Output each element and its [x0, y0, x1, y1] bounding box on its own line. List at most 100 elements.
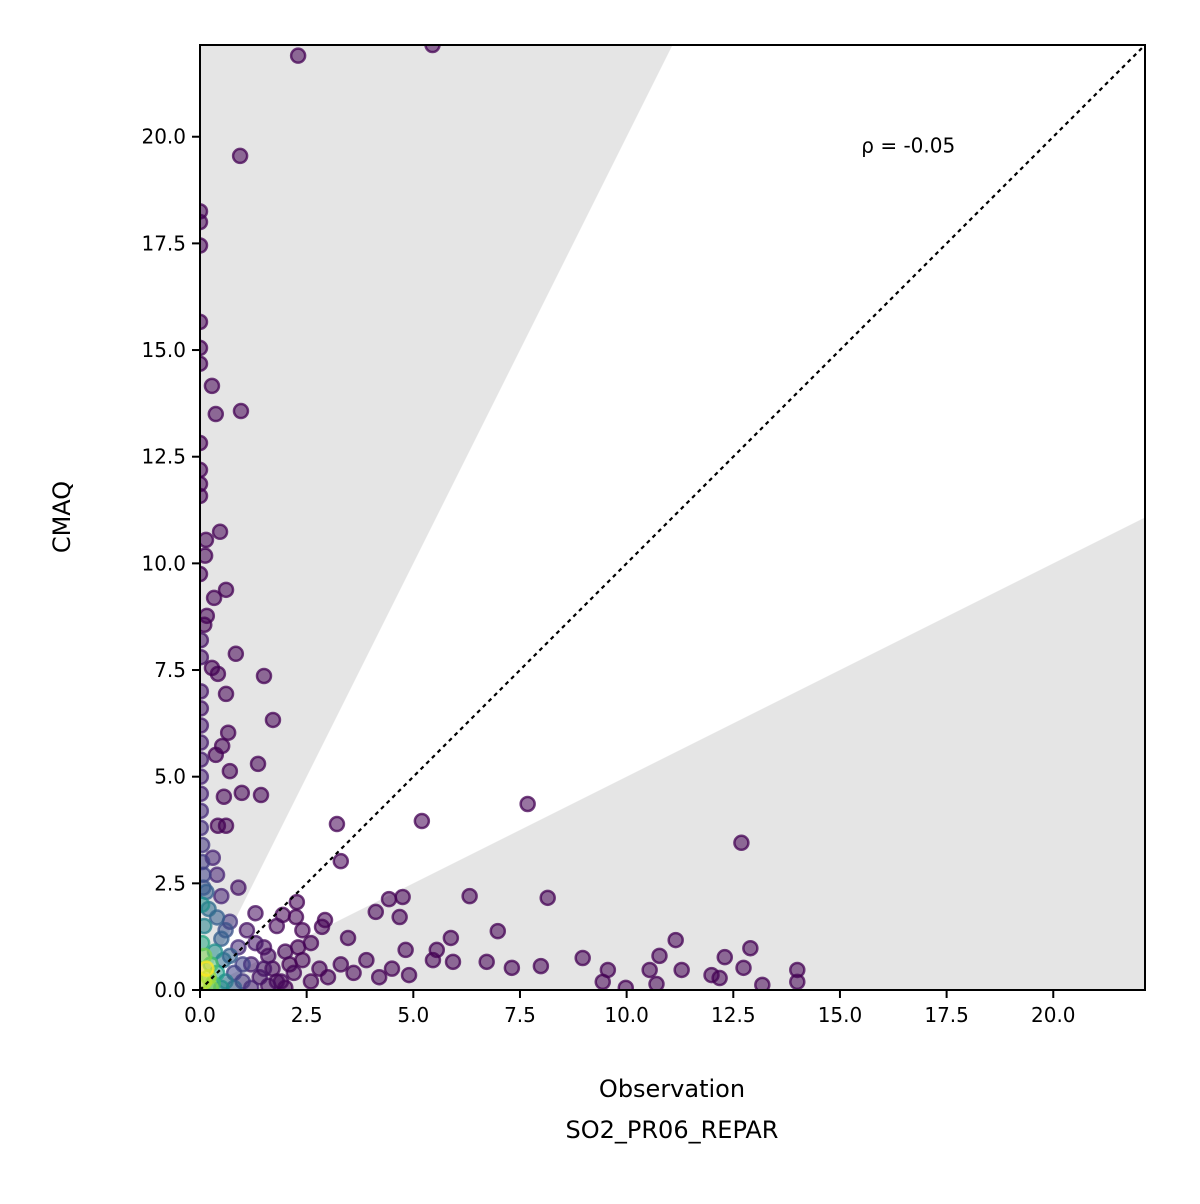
y-tick-label: 10.0	[141, 551, 186, 575]
shaded-bands	[200, 45, 1145, 990]
data-point	[208, 866, 226, 884]
data-point	[217, 685, 235, 703]
data-point	[221, 762, 239, 780]
x-axis-sublabel: SO2_PR06_REPAR	[566, 1116, 779, 1144]
data-point	[733, 834, 750, 852]
data-point	[200, 565, 209, 583]
data-point	[203, 377, 221, 395]
data-point	[594, 973, 611, 990]
data-point	[316, 911, 334, 929]
data-point	[232, 402, 250, 420]
data-point	[233, 784, 251, 802]
data-point	[227, 645, 245, 663]
data-point	[200, 917, 213, 935]
y-tick-label: 12.5	[141, 445, 186, 469]
data-point	[332, 852, 350, 870]
data-point	[200, 355, 209, 372]
x-tick-label: 0.0	[184, 1003, 216, 1027]
data-point	[367, 903, 385, 921]
data-point	[289, 47, 307, 64]
y-tick-label: 2.5	[154, 871, 186, 895]
plot-frame	[199, 44, 1146, 991]
data-point	[200, 461, 209, 479]
data-point	[200, 836, 211, 854]
y-axis: 0.0 2.5 5.0 7.5 10.0 12.5 15.0 17.5 20.0	[141, 125, 200, 1002]
data-point	[519, 795, 536, 813]
x-tick-label: 15.0	[818, 1003, 863, 1027]
data-point	[252, 786, 270, 804]
data-point	[255, 667, 273, 685]
data-point	[319, 968, 337, 986]
data-point	[230, 879, 247, 896]
data-point	[478, 953, 495, 971]
data-point	[648, 975, 665, 990]
data-point	[247, 904, 264, 922]
data-point	[200, 475, 209, 493]
data-point	[380, 890, 398, 908]
data-point	[503, 959, 521, 977]
data-point	[294, 922, 311, 939]
data-point	[217, 581, 235, 599]
x-tick-label: 12.5	[711, 1003, 756, 1027]
y-axis-label: CMAQ	[48, 481, 76, 553]
data-point	[400, 966, 418, 984]
data-point	[288, 893, 306, 911]
data-point	[207, 405, 225, 423]
y-tick-label: 17.5	[141, 231, 186, 255]
x-tick-label: 20.0	[1031, 1003, 1076, 1027]
x-tick-label: 5.0	[397, 1003, 429, 1027]
upper-shaded-band	[200, 45, 673, 990]
x-tick-label: 2.5	[291, 1003, 323, 1027]
data-point	[200, 531, 215, 549]
data-point	[200, 896, 211, 913]
data-point	[444, 953, 462, 971]
data-point	[200, 434, 209, 452]
data-point	[397, 941, 414, 959]
y-tick-label: 5.0	[154, 765, 186, 789]
data-point	[231, 147, 249, 165]
one-to-one-line	[200, 45, 1145, 990]
data-point	[641, 961, 658, 979]
data-point	[287, 908, 305, 926]
data-point	[673, 961, 690, 979]
data-point	[345, 964, 362, 982]
x-tick-label: 7.5	[504, 1003, 536, 1027]
data-point	[574, 949, 591, 967]
y-tick-label: 0.0	[154, 978, 186, 1002]
y-tick-label: 7.5	[154, 658, 186, 682]
data-point	[383, 960, 401, 977]
data-point	[207, 746, 225, 764]
lower-shaded-band	[200, 517, 1145, 990]
data-point	[789, 973, 806, 990]
data-point	[370, 968, 388, 986]
data-point	[215, 788, 233, 805]
y-tick-label: 20.0	[141, 125, 186, 149]
data-point	[328, 815, 346, 833]
y-tick-label: 15.0	[141, 338, 186, 362]
x-axis: 0.0 2.5 5.0 7.5 10.0 12.5 15.0 17.5 20.0	[184, 990, 1076, 1027]
data-point	[489, 922, 507, 940]
correlation-annotation: ρ = -0.05	[861, 133, 955, 157]
x-tick-label: 17.5	[924, 1003, 969, 1027]
data-point	[302, 973, 320, 990]
data-point	[264, 711, 282, 729]
data-point	[211, 523, 229, 541]
data-point	[711, 969, 728, 987]
data-point	[742, 939, 759, 957]
data-point	[200, 616, 213, 634]
data-point	[219, 724, 237, 741]
data-point	[277, 943, 294, 960]
data-point	[213, 887, 230, 905]
data-point	[754, 976, 771, 990]
data-point	[213, 930, 230, 948]
data-point	[238, 922, 256, 939]
data-point	[200, 487, 209, 505]
data-point	[205, 589, 223, 607]
data-point	[200, 213, 209, 231]
data-point	[428, 941, 446, 959]
data-point	[209, 665, 227, 683]
data-point	[339, 929, 357, 947]
scatter-points	[200, 45, 806, 990]
data-point	[716, 948, 734, 966]
